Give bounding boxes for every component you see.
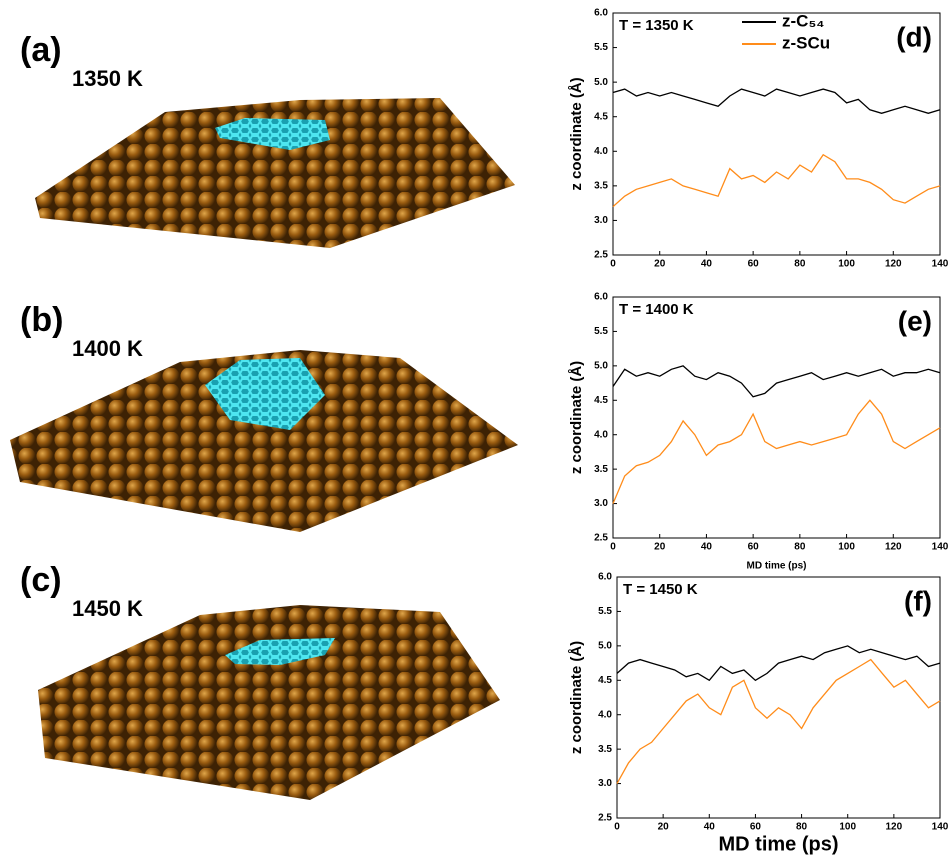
x-tick-label: 20 bbox=[654, 542, 666, 553]
y-tick-label: 3.0 bbox=[594, 215, 608, 226]
x-tick-label: 40 bbox=[701, 542, 713, 553]
plot-frame bbox=[616, 576, 941, 819]
x-tick-label: 60 bbox=[748, 542, 760, 553]
temperature: 1400 K bbox=[72, 336, 143, 361]
annotation: T = 1350 K bbox=[619, 17, 694, 34]
panel-label: (a) bbox=[20, 31, 62, 69]
data-line bbox=[612, 88, 941, 114]
y-tick-label: 4.0 bbox=[594, 429, 608, 440]
x-tick-label: 80 bbox=[794, 259, 806, 270]
x-tick-label: 0 bbox=[610, 259, 616, 270]
x-tick-label: 0 bbox=[610, 542, 616, 553]
y-tick-label: 5.5 bbox=[594, 326, 608, 337]
x-tick-label: 20 bbox=[654, 259, 666, 270]
x-tick-label: 120 bbox=[885, 259, 902, 270]
y-tick-label: 4.5 bbox=[598, 675, 612, 686]
y-tick-label: 4.5 bbox=[594, 395, 608, 406]
legend-label: z-SCu bbox=[782, 33, 830, 52]
x-tick-label: 80 bbox=[794, 542, 806, 553]
y-tick-label: 3.5 bbox=[594, 180, 608, 191]
x-tick-label: 40 bbox=[701, 259, 713, 270]
x-tick-label: 0 bbox=[614, 822, 620, 833]
y-tick-label: 3.5 bbox=[598, 744, 612, 755]
y-tick-label: 2.5 bbox=[594, 250, 608, 261]
x-tick-label: 60 bbox=[750, 822, 762, 833]
y-tick-label: 5.0 bbox=[594, 77, 608, 88]
panel-label: (d) bbox=[896, 21, 932, 52]
x-tick-label: 20 bbox=[658, 822, 670, 833]
carbon-cluster bbox=[215, 118, 330, 150]
annotation: T = 1400 K bbox=[619, 301, 694, 318]
x-tick-label: 100 bbox=[838, 259, 855, 270]
data-line bbox=[612, 153, 941, 208]
x-tick-label: 80 bbox=[796, 822, 808, 833]
temperature: 1350 K bbox=[72, 66, 143, 91]
data-line bbox=[616, 645, 941, 682]
y-tick-label: 5.0 bbox=[598, 640, 612, 651]
y-tick-label: 3.0 bbox=[598, 778, 612, 789]
x-tick-label: 100 bbox=[839, 822, 856, 833]
x-axis-label: MD time (ps) bbox=[719, 833, 839, 855]
x-tick-label: 140 bbox=[932, 542, 949, 553]
y-tick-label: 5.0 bbox=[594, 360, 608, 371]
y-tick-label: 5.5 bbox=[598, 606, 612, 617]
plot-frame bbox=[612, 12, 941, 256]
y-tick-label: 4.5 bbox=[594, 111, 608, 122]
y-tick-label: 6.0 bbox=[594, 8, 608, 19]
y-tick-label: 4.0 bbox=[594, 146, 608, 157]
x-tick-label: 120 bbox=[886, 822, 903, 833]
x-tick-label: 40 bbox=[704, 822, 716, 833]
plot-frame bbox=[612, 296, 941, 539]
carbon-cluster bbox=[205, 358, 325, 430]
x-tick-label: 140 bbox=[932, 822, 949, 833]
y-tick-label: 5.5 bbox=[594, 42, 608, 53]
x-tick-label: 140 bbox=[932, 259, 949, 270]
y-tick-label: 3.5 bbox=[594, 464, 608, 475]
copper-slab bbox=[38, 605, 500, 800]
panel-label: (b) bbox=[20, 301, 63, 339]
y-tick-label: 2.5 bbox=[594, 533, 608, 544]
y-tick-label: 6.0 bbox=[598, 572, 612, 583]
panel-label: (c) bbox=[20, 561, 62, 599]
x-axis-label: MD time (ps) bbox=[747, 561, 807, 572]
carbon-cluster bbox=[225, 638, 335, 665]
copper-slab bbox=[35, 98, 515, 248]
panel-label: (f) bbox=[904, 585, 932, 616]
x-tick-label: 100 bbox=[838, 542, 855, 553]
y-tick-label: 4.0 bbox=[598, 709, 612, 720]
y-axis-label: z coordinate (Å) bbox=[568, 361, 585, 474]
temperature: 1450 K bbox=[72, 596, 143, 621]
annotation: T = 1450 K bbox=[623, 581, 698, 598]
y-axis-label: z coordinate (Å) bbox=[568, 77, 585, 190]
y-axis-label: z coordinate (Å) bbox=[568, 641, 585, 754]
y-tick-label: 2.5 bbox=[598, 813, 612, 824]
data-line bbox=[612, 365, 941, 398]
x-tick-label: 60 bbox=[748, 259, 760, 270]
data-line bbox=[612, 399, 941, 504]
legend-label: z-C₅₄ bbox=[782, 11, 824, 30]
data-line bbox=[616, 658, 941, 784]
copper-slab bbox=[10, 350, 518, 532]
panel-label: (e) bbox=[898, 305, 932, 336]
y-tick-label: 3.0 bbox=[594, 498, 608, 509]
y-tick-label: 6.0 bbox=[594, 292, 608, 303]
x-tick-label: 120 bbox=[885, 542, 902, 553]
